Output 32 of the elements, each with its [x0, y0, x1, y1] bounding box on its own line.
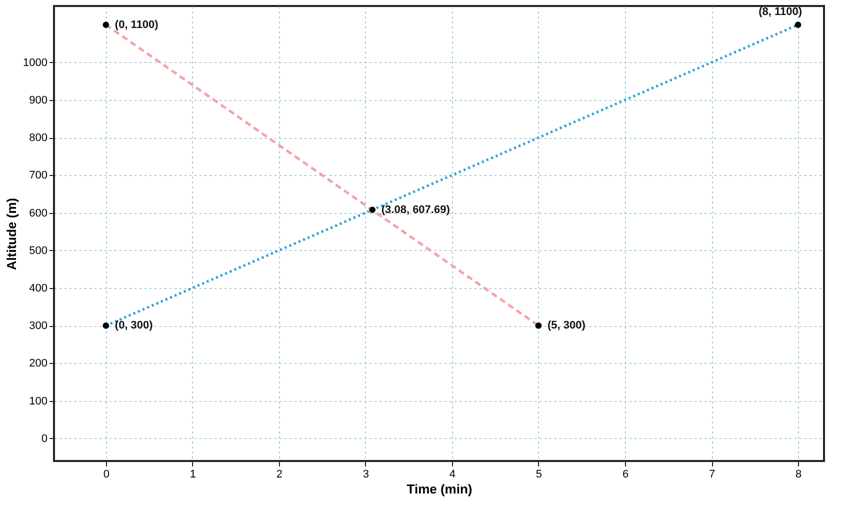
- x-tick-label: 6: [622, 468, 629, 480]
- y-tick-label: 200: [29, 358, 48, 370]
- x-tick-label: 0: [103, 468, 110, 480]
- y-tick-label: 100: [29, 395, 48, 408]
- x-tick-label: 7: [708, 468, 716, 480]
- point: [535, 322, 542, 329]
- annotation: (5, 300): [547, 320, 586, 332]
- x-tick-label: 4: [449, 468, 456, 480]
- annotation: (3.08, 607.69): [381, 204, 450, 216]
- y-tick-label: 1000: [23, 56, 48, 69]
- x-tick-label: 2: [276, 468, 283, 480]
- x-tick-label: 5: [536, 468, 542, 480]
- x-axis-title: Time (min): [406, 482, 472, 496]
- point: [102, 22, 110, 28]
- y-tick-label: 900: [29, 94, 48, 107]
- x-tick-label: 1: [190, 468, 196, 480]
- y-tick-label: 0: [41, 432, 48, 445]
- point: [369, 206, 376, 213]
- x-tick-label: 8: [795, 468, 802, 480]
- y-tick-label: 600: [29, 207, 48, 220]
- x-tick-label: 3: [362, 468, 370, 480]
- annotation: (8, 1100): [758, 6, 802, 18]
- y-tick-label: 800: [29, 132, 48, 144]
- y-axis-title: Altitude (m): [4, 198, 20, 270]
- annotation: (0, 1100): [114, 18, 159, 31]
- point: [794, 22, 802, 28]
- y-tick-label: 500: [29, 244, 48, 257]
- point: [102, 322, 110, 329]
- annotation: (0, 300): [114, 320, 154, 332]
- y-tick-label: 300: [29, 320, 48, 332]
- y-tick-label: 700: [29, 170, 48, 182]
- y-tick-label: 400: [29, 282, 48, 295]
